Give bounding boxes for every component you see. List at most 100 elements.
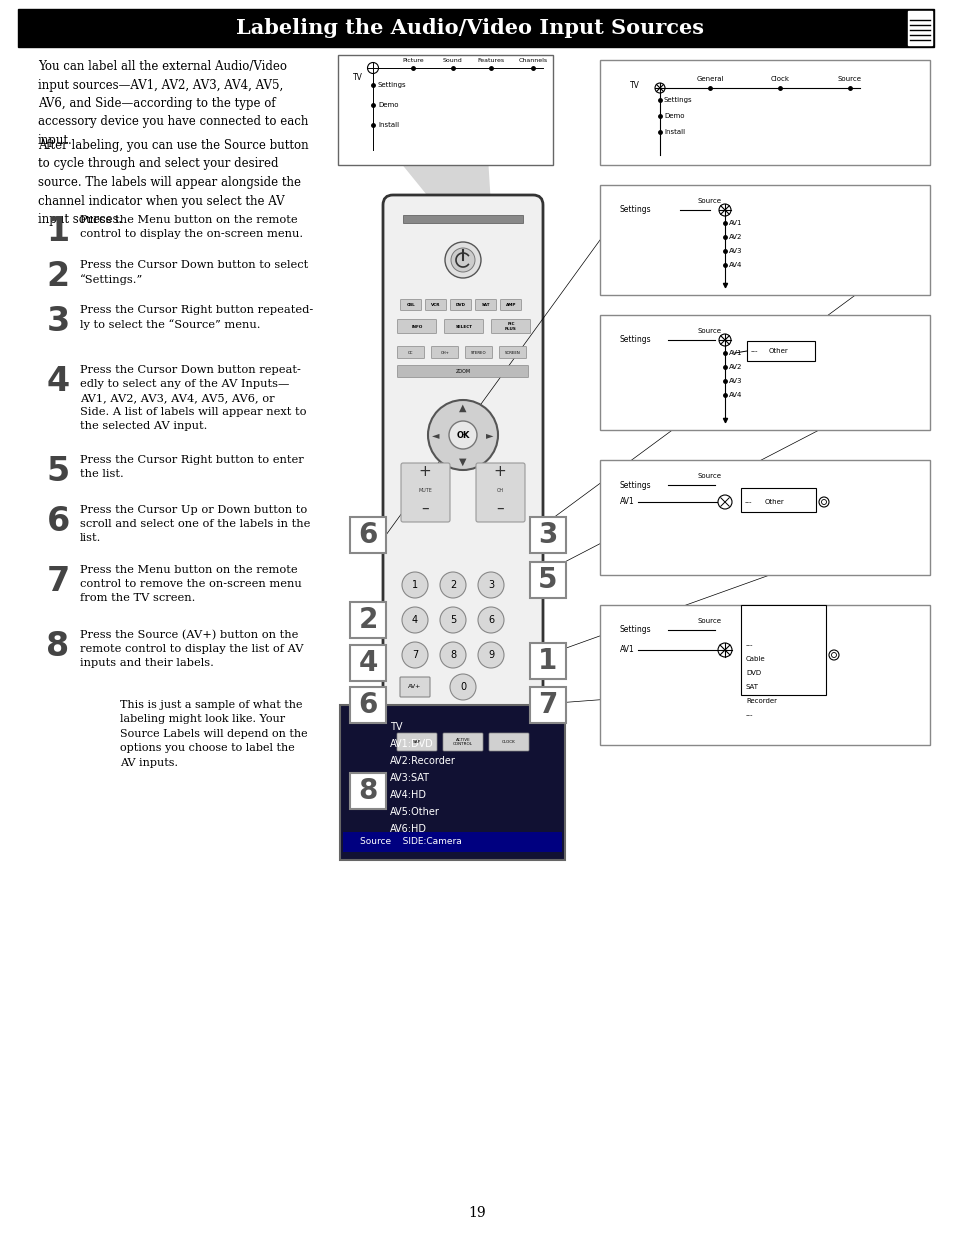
Text: ACTIVE
CONTROL: ACTIVE CONTROL	[453, 737, 473, 746]
Circle shape	[401, 606, 428, 634]
Text: Press the Menu button on the remote
control to display the on-screen menu.: Press the Menu button on the remote cont…	[80, 215, 303, 240]
Text: ▼: ▼	[458, 457, 466, 467]
Text: AV1: AV1	[728, 220, 741, 226]
Text: Settings: Settings	[619, 480, 651, 489]
FancyBboxPatch shape	[400, 463, 450, 522]
Text: 6: 6	[47, 505, 70, 538]
Text: AV3:SAT: AV3:SAT	[390, 773, 430, 783]
Text: 5: 5	[47, 454, 70, 488]
Circle shape	[449, 421, 476, 450]
Text: AV1: AV1	[619, 498, 634, 506]
Bar	[746, 341, 814, 361]
Text: Press the Cursor Up or Down button to
scroll and select one of the labels in the: Press the Cursor Up or Down button to sc…	[80, 505, 310, 543]
Text: 9: 9	[487, 650, 494, 659]
Bar	[907, 11, 931, 44]
Text: General: General	[696, 77, 723, 82]
Text: Source: Source	[698, 329, 721, 333]
Circle shape	[367, 63, 378, 74]
Bar	[599, 61, 929, 165]
Text: Settings: Settings	[619, 336, 651, 345]
Text: 4: 4	[358, 650, 377, 677]
Circle shape	[718, 643, 731, 657]
Bar	[530, 517, 565, 553]
Text: This is just a sample of what the
labeling might look like. Your
Source Labels w: This is just a sample of what the labeli…	[120, 700, 307, 768]
Text: 5: 5	[537, 566, 558, 594]
Text: CH+: CH+	[440, 351, 449, 354]
Text: Demo: Demo	[663, 112, 684, 119]
Text: Press the Cursor Right button to enter
the list.: Press the Cursor Right button to enter t…	[80, 454, 303, 479]
Text: Settings: Settings	[663, 98, 692, 103]
Circle shape	[477, 606, 503, 634]
Text: SCREEN: SCREEN	[504, 351, 520, 354]
Text: Press the Menu button on the remote
control to remove the on-screen menu
from th: Press the Menu button on the remote cont…	[80, 564, 301, 603]
Text: ---: ---	[745, 642, 753, 648]
Circle shape	[401, 572, 428, 598]
Text: Source    SIDE:Camera: Source SIDE:Camera	[359, 837, 461, 846]
Text: ZOOM: ZOOM	[455, 369, 470, 374]
Circle shape	[439, 642, 465, 668]
Text: 7: 7	[412, 650, 417, 659]
Circle shape	[450, 674, 476, 700]
Bar	[599, 315, 929, 430]
Text: DVD: DVD	[745, 671, 760, 676]
Circle shape	[428, 400, 497, 471]
Circle shape	[401, 642, 428, 668]
Text: AV4: AV4	[728, 391, 741, 398]
Text: –: –	[420, 500, 428, 515]
Text: 2: 2	[450, 580, 456, 590]
Text: 2: 2	[358, 606, 377, 634]
Text: 7: 7	[537, 692, 558, 719]
Text: CC: CC	[408, 351, 414, 354]
Text: Clock: Clock	[770, 77, 789, 82]
Text: AV4:HD: AV4:HD	[390, 790, 427, 800]
Text: 8: 8	[47, 630, 70, 663]
Text: CLOCK: CLOCK	[501, 740, 516, 743]
Bar	[599, 605, 929, 745]
Text: ---: ---	[750, 348, 758, 354]
Circle shape	[818, 496, 828, 508]
Text: SAP: SAP	[413, 740, 420, 743]
Circle shape	[477, 572, 503, 598]
Text: AV4: AV4	[728, 262, 741, 268]
Text: After labeling, you can use the Source button
to cycle through and select your d: After labeling, you can use the Source b…	[38, 140, 309, 226]
Text: 6: 6	[358, 692, 377, 719]
Bar	[18, 9, 933, 47]
Bar	[343, 832, 561, 852]
FancyBboxPatch shape	[399, 677, 430, 697]
Text: AV5:Other: AV5:Other	[390, 806, 439, 818]
Text: ◄: ◄	[432, 430, 439, 440]
Text: Labeling the Audio/Video Input Sources: Labeling the Audio/Video Input Sources	[235, 19, 703, 38]
Text: AV6:HD: AV6:HD	[390, 824, 427, 834]
Text: VCR: VCR	[431, 303, 440, 308]
Text: AV2: AV2	[728, 233, 741, 240]
Text: AV3: AV3	[728, 248, 741, 254]
Text: AMP: AMP	[505, 303, 516, 308]
Bar	[350, 601, 386, 638]
Bar	[599, 459, 929, 576]
FancyBboxPatch shape	[431, 347, 458, 358]
Text: +: +	[493, 464, 506, 479]
Text: CBL: CBL	[406, 303, 415, 308]
Text: Install: Install	[663, 128, 684, 135]
FancyBboxPatch shape	[444, 320, 483, 333]
FancyBboxPatch shape	[475, 300, 496, 310]
Text: TV: TV	[353, 73, 362, 82]
Text: TV: TV	[390, 722, 402, 732]
Text: Press the Source (AV+) button on the
remote control to display the list of AV
in: Press the Source (AV+) button on the rem…	[80, 630, 303, 668]
Text: AV2: AV2	[728, 364, 741, 370]
Bar	[350, 517, 386, 553]
Text: 1: 1	[47, 215, 70, 248]
Bar	[350, 687, 386, 722]
Text: 4: 4	[412, 615, 417, 625]
Text: Demo: Demo	[377, 103, 398, 107]
Text: ---: ---	[745, 713, 753, 718]
Circle shape	[821, 499, 825, 505]
Circle shape	[719, 204, 730, 216]
Text: SAT: SAT	[481, 303, 490, 308]
Text: 4: 4	[47, 366, 70, 398]
Bar	[402, 215, 522, 224]
Text: 1: 1	[412, 580, 417, 590]
FancyBboxPatch shape	[489, 734, 529, 751]
Text: 3: 3	[537, 521, 558, 550]
Circle shape	[831, 652, 836, 657]
